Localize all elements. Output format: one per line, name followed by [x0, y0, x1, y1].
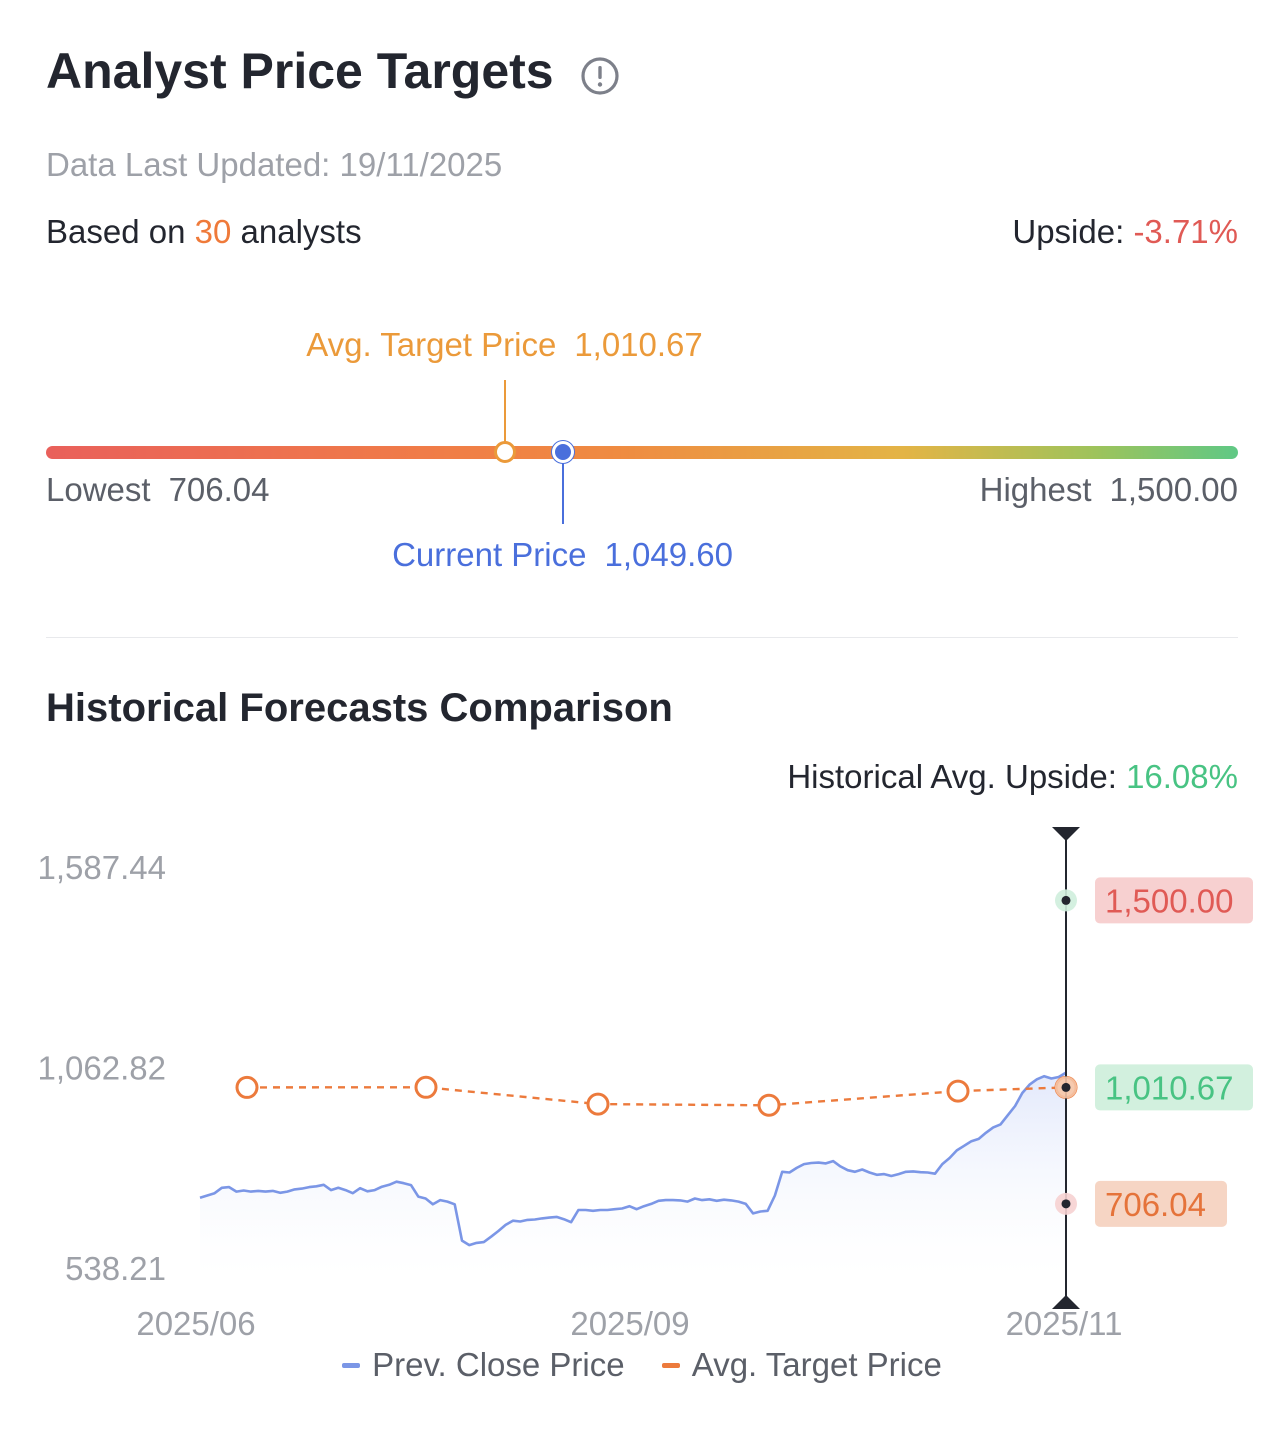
avg-target-point — [414, 1075, 438, 1099]
history-chart[interactable]: 1,587.44 1,062.82 538.21 2025/06 2025/09 2025… — [0, 800, 1284, 1340]
x-tick-label: 2025/09 — [570, 1305, 689, 1340]
close-price-line — [199, 1071, 1067, 1247]
highest-label-value: 1,500.00 — [1109, 471, 1238, 508]
lowest-label-value: 706.04 — [168, 471, 270, 508]
history-title: Historical Forecasts Comparison — [46, 686, 673, 730]
callout-label-avg: 1,010.67 — [1105, 1069, 1233, 1106]
current-price-label-text: Current Price — [392, 536, 587, 573]
avg-target-line — [246, 1086, 1067, 1107]
x-tick-label: 2025/11 — [1006, 1305, 1123, 1340]
legend-swatch-close — [342, 1362, 361, 1368]
close-price-area — [200, 1072, 1066, 1278]
avg-target-marker — [493, 441, 516, 463]
callout-label-high: 1,500.00 — [1105, 882, 1233, 919]
price-range-bar — [46, 446, 1238, 459]
section-divider — [46, 637, 1238, 638]
historical-avg-upside: Historical Avg. Upside: 16.08% — [787, 758, 1238, 796]
crosshair-dot-avg — [1061, 1082, 1071, 1092]
current-price-label-value: 1,049.60 — [604, 536, 733, 573]
y-tick-label: 1,587.44 — [38, 849, 166, 886]
callout-label-low: 706.04 — [1105, 1186, 1206, 1223]
analyst-count-prefix: Based on — [46, 213, 186, 250]
avg-target-label-text: Avg. Target Price — [306, 326, 557, 363]
callout-badge-high — [1095, 877, 1253, 924]
x-tick-label: 2025/06 — [136, 1305, 255, 1340]
crosshair-dot-high — [1061, 895, 1071, 905]
crosshair-bottom-arrow — [1052, 1295, 1080, 1309]
upside-label: Upside: — [1012, 213, 1125, 250]
callout-badge-avg — [1095, 1064, 1253, 1111]
lowest-label-text: Lowest — [46, 471, 151, 508]
avg-target-label: Avg. Target Price 1,010.67 — [306, 326, 703, 364]
avg-target-tick — [503, 380, 506, 446]
avg-target-label-value: 1,010.67 — [574, 326, 703, 363]
analyst-count-suffix: analysts — [240, 213, 362, 250]
historical-avg-upside-value: 16.08% — [1126, 758, 1238, 795]
callout-badge-low — [1095, 1180, 1227, 1227]
analyst-count-number: 30 — [194, 213, 232, 250]
avg-target-point — [757, 1093, 781, 1117]
current-price-tick — [561, 454, 564, 524]
current-price-marker — [551, 441, 574, 463]
legend-label-target: Avg. Target Price — [691, 1346, 942, 1383]
legend-label-close: Prev. Close Price — [372, 1346, 625, 1383]
highest-label-text: Highest — [979, 471, 1092, 508]
chart-legend: Prev. Close Price Avg. Target Price — [0, 1346, 1284, 1384]
historical-avg-upside-label: Historical Avg. Upside: — [787, 758, 1117, 795]
last-updated: Data Last Updated: 19/11/2025 — [46, 146, 503, 183]
avg-target-point — [946, 1079, 970, 1103]
avg-target-point — [586, 1092, 610, 1116]
analyst-count: Based on 30 analysts — [46, 213, 362, 251]
upside: Upside: -3.71% — [1012, 213, 1238, 251]
upside-value: -3.71% — [1133, 213, 1238, 250]
page-title: Analyst Price Targets — [46, 43, 554, 99]
y-tick-label: 1,062.82 — [38, 1050, 166, 1087]
crosshair-dot-low — [1061, 1199, 1071, 1209]
legend-item-target[interactable]: Avg. Target Price — [661, 1346, 942, 1384]
avg-target-point — [235, 1075, 259, 1099]
highest-label: Highest 1,500.00 — [980, 471, 1238, 509]
y-tick-label: 538.21 — [65, 1250, 166, 1287]
crosshair-top-arrow — [1052, 827, 1080, 841]
current-price-label: Current Price 1,049.60 — [392, 536, 733, 574]
legend-item-close[interactable]: Prev. Close Price — [342, 1346, 625, 1384]
legend-swatch-target — [661, 1362, 680, 1368]
info-circle-icon[interactable] — [580, 56, 620, 96]
lowest-label: Lowest 706.04 — [46, 471, 270, 509]
